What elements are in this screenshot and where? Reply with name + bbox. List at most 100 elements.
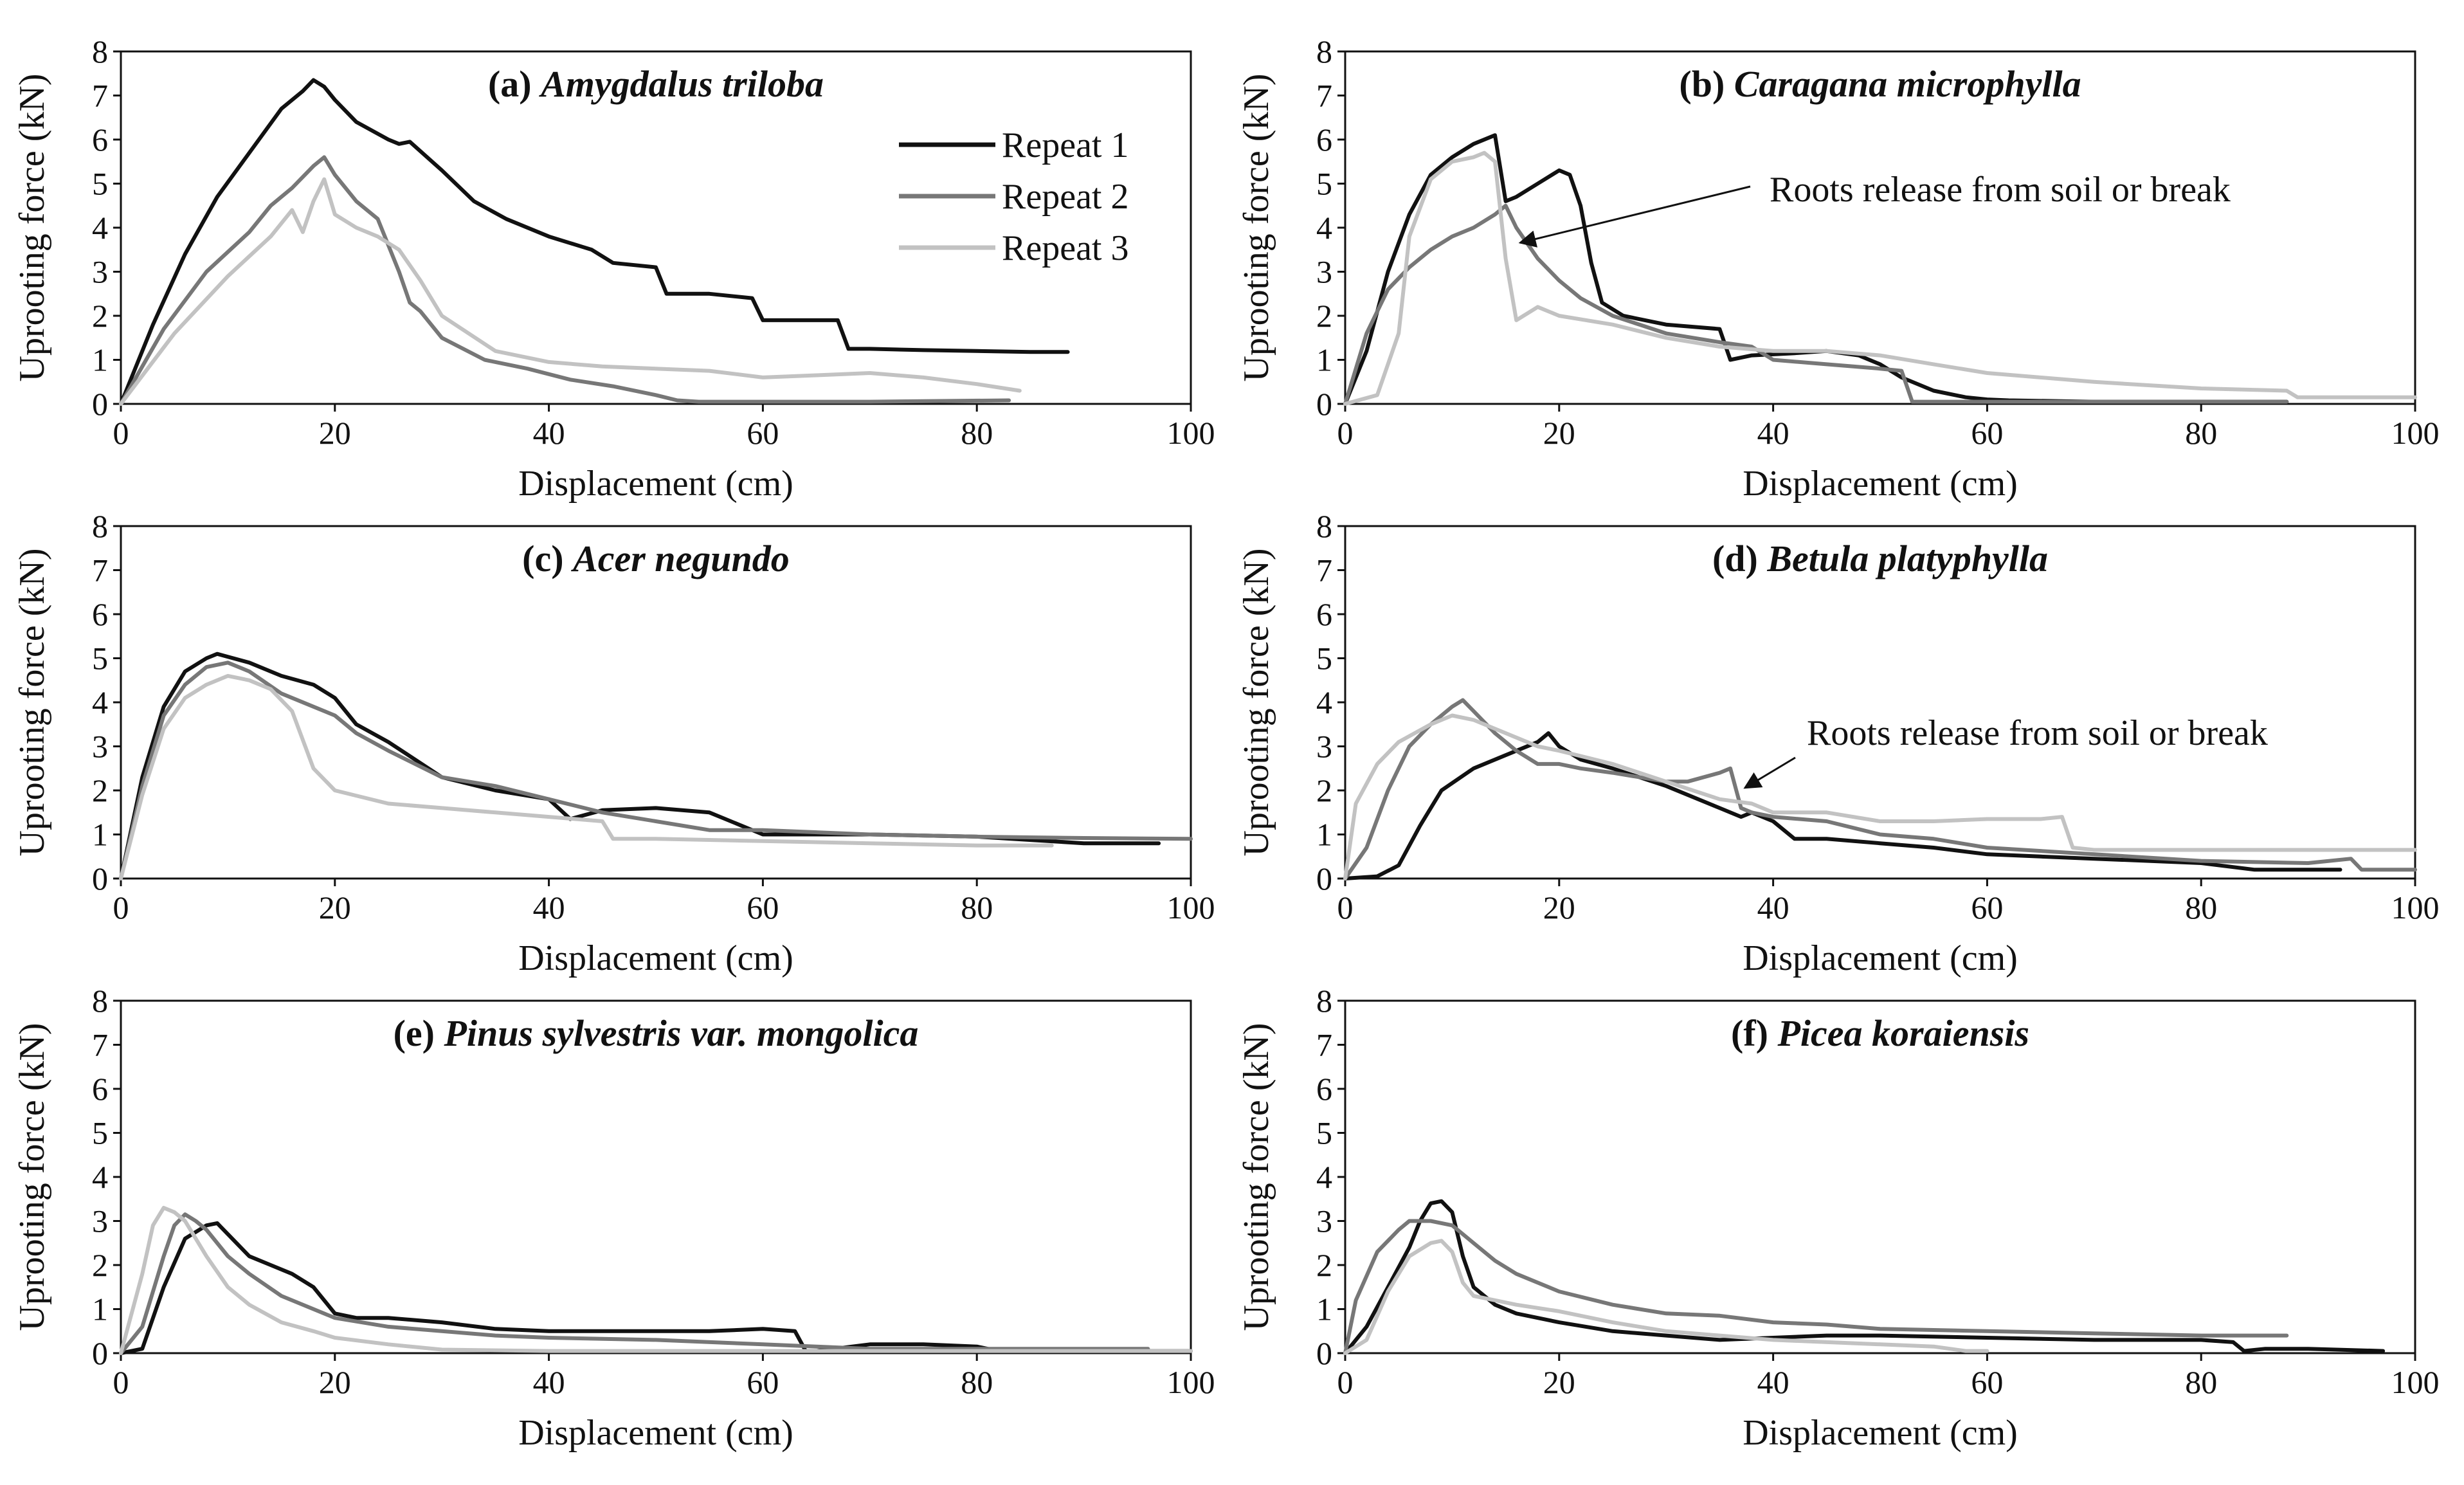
x-axis-label: Displacement (cm) — [518, 464, 793, 504]
y-tick-label: 6 — [1316, 1071, 1332, 1107]
panel-species: Betula platyphylla — [1766, 538, 2048, 579]
series-line-repeat-2 — [1343, 203, 2289, 406]
series-line-repeat-1 — [1343, 1199, 2386, 1355]
x-tick-label: 20 — [1543, 415, 1575, 451]
y-tick-label: 1 — [1316, 817, 1332, 853]
annotation-text: Roots release from soil or break — [1770, 170, 2231, 210]
y-tick-label: 2 — [1316, 1247, 1332, 1283]
y-tick-label: 6 — [92, 122, 108, 158]
y-tick-label: 4 — [1316, 684, 1332, 720]
y-tick-label: 3 — [1316, 254, 1332, 290]
x-tick-label: 0 — [113, 889, 129, 925]
panel-title: (c) Acer negundo — [522, 538, 790, 579]
y-tick-label: 4 — [92, 1159, 108, 1195]
y-tick-label: 7 — [1316, 78, 1332, 114]
y-tick-label: 4 — [92, 684, 108, 720]
x-tick-label: 100 — [2391, 889, 2440, 925]
panel-title: (a) Amygdalus triloba — [488, 63, 824, 105]
series-line-repeat-1 — [119, 651, 1161, 880]
y-tick-label: 0 — [92, 861, 108, 897]
y-tick-label: 3 — [1316, 1203, 1332, 1239]
y-tick-label: 8 — [1316, 983, 1332, 1019]
y-tick-label: 1 — [92, 1291, 108, 1327]
series-line-repeat-3 — [119, 673, 1054, 880]
y-tick-label: 1 — [1316, 1291, 1332, 1327]
y-tick-label: 7 — [92, 78, 108, 114]
y-tick-label: 5 — [1316, 641, 1332, 677]
y-axis-label: Uprooting force (kN) — [12, 74, 52, 382]
legend: Repeat 1 Repeat 2 Repeat 3 — [899, 125, 1128, 268]
series-line-repeat-2 — [119, 661, 1193, 880]
x-tick-label: 0 — [1337, 415, 1354, 451]
x-tick-label: 20 — [1543, 889, 1575, 925]
x-tick-label: 80 — [961, 889, 993, 925]
annotation-arrow — [1743, 756, 1796, 789]
x-tick-label: 100 — [1167, 1364, 1215, 1400]
x-tick-label: 0 — [1337, 1364, 1354, 1400]
y-tick-label: 5 — [92, 641, 108, 677]
y-tick-label: 7 — [92, 552, 108, 588]
series-line-repeat-1 — [119, 78, 1070, 406]
x-tick-label: 100 — [1167, 415, 1215, 451]
y-axis-label: Uprooting force (kN) — [1237, 74, 1276, 382]
y-tick-label: 6 — [92, 1071, 108, 1107]
panel-species: Acer negundo — [571, 538, 790, 579]
y-tick-label: 8 — [92, 508, 108, 544]
y-tick-label: 1 — [92, 817, 108, 853]
y-tick-label: 6 — [1316, 122, 1332, 158]
x-axis-label: Displacement (cm) — [1743, 938, 2018, 978]
y-tick-label: 8 — [1316, 508, 1332, 544]
x-tick-label: 60 — [747, 889, 779, 925]
x-tick-label: 40 — [1757, 1364, 1789, 1400]
y-tick-label: 0 — [92, 1335, 108, 1371]
series-line-repeat-1 — [1343, 133, 2289, 406]
x-tick-label: 0 — [113, 1364, 129, 1400]
y-tick-label: 0 — [1316, 386, 1332, 422]
annotation-text: Roots release from soil or break — [1807, 713, 2268, 753]
panel-tag: (f) — [1731, 1012, 1777, 1054]
x-tick-label: 0 — [113, 415, 129, 451]
x-tick-label: 40 — [533, 889, 565, 925]
y-axis-label: Uprooting force (kN) — [1237, 1023, 1276, 1331]
y-tick-label: 3 — [1316, 729, 1332, 765]
x-tick-label: 20 — [319, 1364, 351, 1400]
y-tick-label: 8 — [92, 33, 108, 69]
panel-title: (f) Picea koraiensis — [1731, 1012, 2029, 1054]
x-tick-label: 20 — [319, 889, 351, 925]
series-line-repeat-3 — [119, 1206, 1193, 1355]
x-tick-label: 80 — [2185, 889, 2217, 925]
y-tick-label: 0 — [92, 386, 108, 422]
panel-tag: (d) — [1712, 538, 1767, 579]
series-line-repeat-2 — [1343, 1219, 2289, 1355]
series-line-repeat-2 — [1343, 698, 2417, 880]
series-line-repeat-3 — [1343, 713, 2417, 880]
y-tick-label: 2 — [1316, 298, 1332, 334]
x-tick-label: 60 — [1971, 1364, 2003, 1400]
y-tick-label: 2 — [92, 772, 108, 808]
x-tick-label: 0 — [1337, 889, 1354, 925]
panel-title: (b) Caragana microphylla — [1679, 63, 2081, 105]
y-tick-label: 6 — [1316, 596, 1332, 632]
y-tick-label: 0 — [1316, 1335, 1332, 1371]
x-tick-label: 80 — [2185, 415, 2217, 451]
x-tick-label: 100 — [2391, 1364, 2440, 1400]
y-tick-label: 3 — [92, 729, 108, 765]
y-axis-label: Uprooting force (kN) — [12, 1023, 52, 1331]
x-tick-label: 40 — [1757, 415, 1789, 451]
x-tick-label: 100 — [1167, 889, 1215, 925]
y-tick-label: 5 — [92, 166, 108, 202]
x-tick-label: 60 — [1971, 889, 2003, 925]
y-tick-label: 1 — [92, 342, 108, 378]
y-tick-label: 5 — [1316, 1115, 1332, 1151]
y-tick-label: 7 — [92, 1027, 108, 1063]
series-line-repeat-2 — [119, 1212, 1150, 1355]
x-axis-label: Displacement (cm) — [1743, 1413, 2018, 1453]
panel-species: Picea koraiensis — [1777, 1012, 2029, 1054]
y-tick-label: 7 — [1316, 552, 1332, 588]
series-line-repeat-2 — [119, 155, 1011, 406]
